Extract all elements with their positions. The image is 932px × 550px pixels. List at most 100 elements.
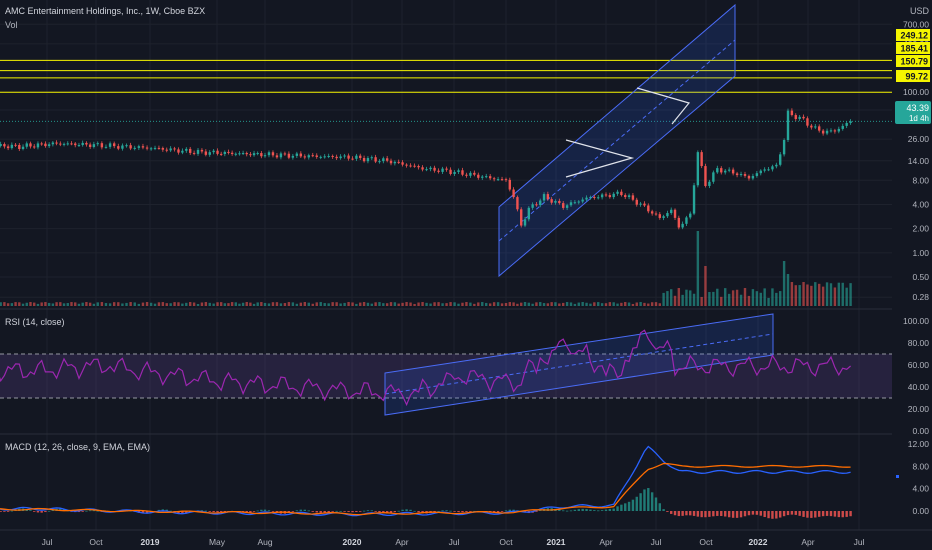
macd-histogram-bar bbox=[708, 511, 711, 517]
symbol-title[interactable]: AMC Entertainment Holdings, Inc., 1W, Cb… bbox=[5, 6, 205, 16]
volume-bar bbox=[608, 302, 612, 306]
triangle-pattern-1[interactable] bbox=[565, 139, 635, 178]
volume-bar bbox=[512, 302, 515, 306]
macd-tick-label: 4.00 bbox=[912, 484, 929, 494]
macd-axis[interactable]: 12.00 8.00 4.00 0.00 bbox=[908, 439, 930, 516]
candle-body bbox=[81, 142, 84, 146]
volume-bar bbox=[133, 302, 136, 306]
candle-body bbox=[409, 165, 412, 167]
volume-bar bbox=[393, 302, 397, 306]
candle-body bbox=[33, 146, 36, 148]
macd-pane[interactable] bbox=[0, 445, 852, 519]
macd-histogram-bar bbox=[92, 510, 96, 512]
macd-histogram-bar bbox=[141, 511, 145, 514]
volume-bar bbox=[597, 302, 600, 306]
volume-bar bbox=[74, 302, 77, 306]
volume-bar bbox=[685, 289, 688, 306]
candle-body bbox=[627, 195, 631, 198]
triangle-pattern-2[interactable] bbox=[636, 87, 691, 125]
rsi-tick-label: 80.00 bbox=[908, 338, 930, 348]
time-tick-label: Jul bbox=[651, 537, 662, 547]
time-tick-label: 2019 bbox=[141, 537, 160, 547]
rsi-pane[interactable] bbox=[0, 313, 892, 416]
time-tick-label: Aug bbox=[257, 537, 272, 547]
candle-body bbox=[681, 223, 684, 228]
macd-histogram-bar bbox=[204, 510, 208, 512]
candle-body bbox=[569, 202, 573, 206]
rsi-axis[interactable]: 100.00 80.00 60.00 40.00 20.00 0.00 bbox=[903, 316, 929, 436]
macd-histogram-bar bbox=[3, 511, 6, 512]
macd-histogram-bar bbox=[662, 509, 665, 511]
price-channel[interactable] bbox=[498, 3, 736, 278]
candle-body bbox=[339, 156, 342, 159]
price-pane[interactable] bbox=[0, 3, 892, 306]
level-label-text: 249.12 bbox=[900, 31, 928, 41]
volume-bar bbox=[477, 302, 480, 306]
macd-histogram-bar bbox=[212, 511, 215, 513]
macd-histogram-bar bbox=[650, 492, 654, 511]
macd-histogram-bar bbox=[267, 510, 271, 512]
macd-histogram-bar bbox=[453, 511, 456, 512]
volume-bar bbox=[315, 302, 318, 306]
volume-bar bbox=[70, 302, 73, 306]
volume-bar bbox=[818, 283, 821, 306]
macd-histogram-bar bbox=[600, 510, 604, 511]
volume-bar bbox=[299, 302, 303, 306]
candle-body bbox=[612, 193, 615, 198]
price-candles bbox=[0, 108, 852, 230]
volume-bar bbox=[389, 302, 393, 306]
macd-label[interactable]: MACD (12, 26, close, 9, EMA, EMA) bbox=[5, 442, 150, 452]
macd-histogram-bar bbox=[806, 511, 809, 518]
candle-body bbox=[453, 171, 456, 174]
price-tick-label: 4.00 bbox=[912, 199, 929, 209]
candle-body bbox=[662, 216, 665, 218]
volume-bar bbox=[604, 303, 608, 306]
volume-bar bbox=[362, 302, 366, 306]
volume-bar bbox=[378, 302, 381, 306]
volume-bar bbox=[767, 297, 770, 306]
macd-histogram-bar bbox=[508, 509, 512, 511]
volume-bar bbox=[643, 302, 646, 306]
macd-histogram-bar bbox=[814, 511, 817, 518]
volume-bar bbox=[677, 288, 681, 306]
rsi-label[interactable]: RSI (14, close) bbox=[5, 317, 65, 327]
price-axis-currency: USD bbox=[910, 6, 930, 16]
time-tick-label: Jul bbox=[449, 537, 460, 547]
macd-histogram-bar bbox=[731, 511, 735, 518]
macd-histogram-bar bbox=[36, 511, 40, 513]
macd-histogram-bar bbox=[449, 510, 452, 512]
candle-body bbox=[747, 175, 751, 179]
macd-histogram-bar bbox=[216, 511, 219, 513]
macd-histogram-bar bbox=[10, 510, 14, 512]
price-tick-label: 0.50 bbox=[912, 272, 929, 282]
volume-bar bbox=[343, 302, 346, 306]
volume-bar bbox=[219, 302, 223, 306]
candle-body bbox=[829, 130, 833, 132]
volume-bar bbox=[461, 302, 464, 306]
bar-countdown: 1d 4h bbox=[909, 114, 929, 123]
candle-body bbox=[260, 153, 263, 157]
candle-body bbox=[775, 164, 778, 167]
volume-bar bbox=[581, 302, 584, 306]
candle-body bbox=[790, 110, 794, 116]
rsi-channel[interactable] bbox=[384, 313, 774, 416]
candle-body bbox=[523, 219, 527, 226]
candle-body bbox=[55, 142, 58, 144]
macd-histogram-bar bbox=[585, 509, 588, 511]
candle-body bbox=[457, 170, 460, 172]
macd-histogram-bar bbox=[145, 511, 149, 514]
macd-tick-label: 12.00 bbox=[908, 439, 930, 449]
volume-bar bbox=[829, 283, 833, 306]
volume-bar bbox=[469, 302, 472, 306]
price-tick-label: 0.28 bbox=[912, 292, 929, 302]
volume-bar bbox=[323, 303, 326, 306]
volume-label[interactable]: Vol bbox=[5, 20, 18, 30]
time-axis[interactable]: Jul Oct 2019 May Aug 2020 Apr Jul Oct 2021 Apr Jul O… bbox=[42, 537, 865, 547]
macd-histogram-bar bbox=[249, 511, 252, 513]
volume-bar bbox=[51, 303, 55, 306]
volume-bar bbox=[488, 303, 492, 306]
macd-histogram-bar bbox=[40, 511, 43, 513]
volume-bar bbox=[92, 303, 96, 306]
volume-bar bbox=[712, 291, 715, 306]
